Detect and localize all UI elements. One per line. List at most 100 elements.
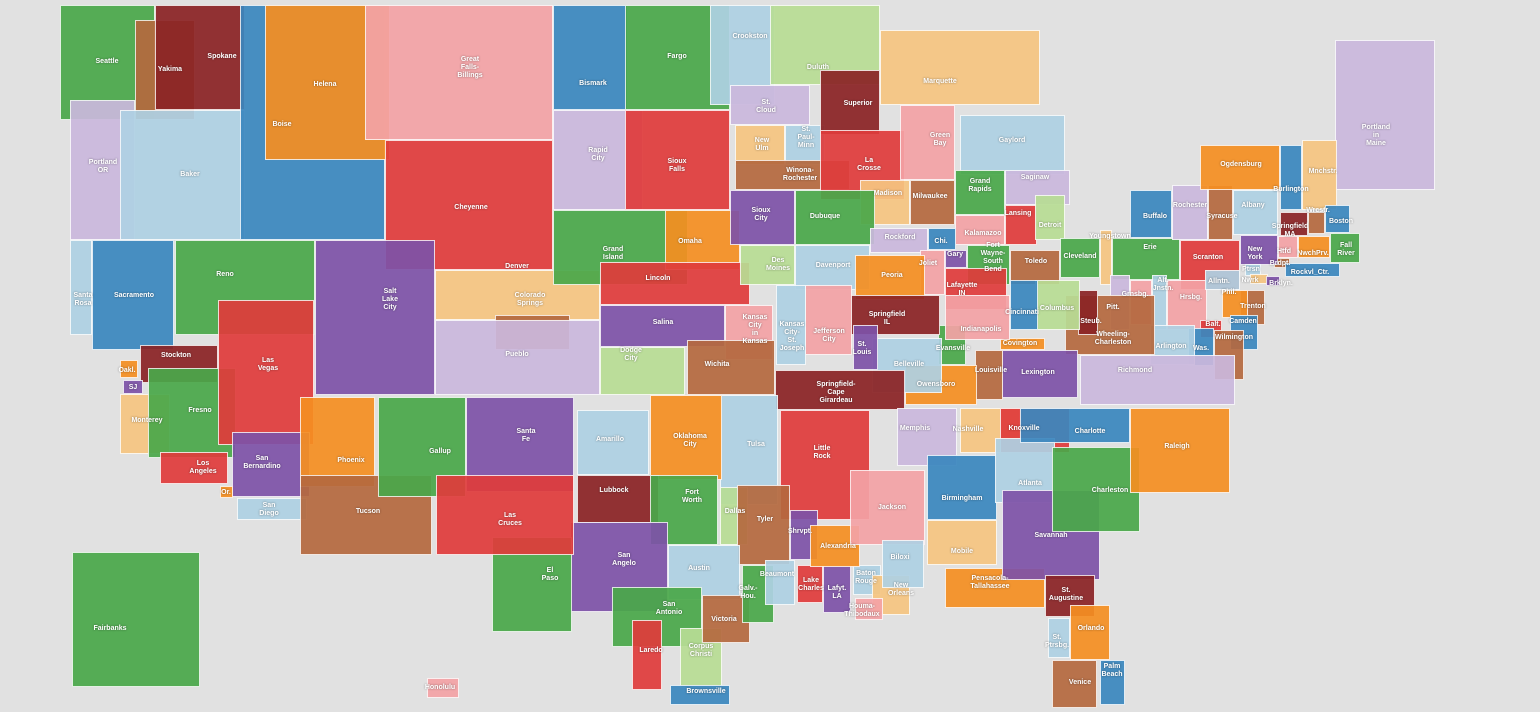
market-region — [72, 552, 200, 687]
market-region — [625, 110, 730, 210]
market-region — [882, 540, 924, 588]
market-region — [880, 30, 1040, 105]
market-region — [1035, 195, 1065, 240]
market-region — [945, 295, 1010, 340]
market-region — [870, 228, 928, 253]
market-region — [927, 520, 997, 565]
market-region — [855, 255, 925, 300]
market-region — [1060, 238, 1100, 278]
market-region — [975, 350, 1003, 400]
market-region — [632, 620, 662, 690]
market-region — [600, 262, 750, 305]
market-region — [553, 5, 628, 110]
market-region — [218, 300, 314, 445]
market-region — [740, 245, 795, 285]
market-region — [1330, 233, 1360, 263]
market-region — [1285, 263, 1340, 277]
market-region — [1278, 236, 1298, 258]
market-region — [670, 685, 730, 705]
market-region — [955, 215, 1005, 245]
market-region — [70, 240, 92, 335]
market-region — [765, 560, 795, 605]
market-region — [1052, 447, 1140, 532]
market-region — [1208, 185, 1233, 240]
market-region — [1080, 355, 1235, 405]
market-region — [735, 125, 785, 165]
market-region — [1298, 236, 1330, 258]
market-region — [945, 250, 967, 268]
market-region — [850, 470, 925, 545]
market-region — [232, 432, 310, 497]
market-region — [123, 380, 143, 394]
market-region — [1100, 660, 1125, 705]
market-region — [1172, 185, 1208, 240]
market-region — [1240, 235, 1278, 265]
market-region — [1130, 190, 1172, 238]
market-region — [315, 240, 435, 395]
market-region — [730, 190, 795, 245]
market-region — [237, 498, 307, 520]
market-region — [1035, 280, 1080, 330]
market-region — [797, 565, 823, 603]
market-region — [1002, 350, 1078, 398]
market-region — [775, 370, 905, 410]
market-region — [1205, 270, 1240, 290]
market-region — [737, 485, 790, 565]
market-region — [1325, 205, 1350, 233]
market-region — [960, 115, 1065, 175]
market-region — [435, 320, 600, 395]
market-region — [927, 455, 997, 520]
market-region — [1335, 40, 1435, 190]
market-region — [1112, 238, 1180, 280]
market-region — [897, 408, 957, 466]
market-region — [928, 228, 956, 250]
market-region — [1000, 338, 1045, 350]
market-region — [1005, 205, 1037, 245]
market-region — [160, 452, 228, 484]
market-region — [1100, 230, 1112, 285]
market-region — [1010, 280, 1038, 330]
market-region — [300, 397, 375, 487]
market-region — [855, 598, 883, 620]
market-region — [687, 340, 775, 395]
market-region — [120, 360, 138, 378]
market-region — [665, 210, 740, 270]
market-region — [1130, 408, 1230, 493]
market-region — [92, 240, 174, 350]
market-region — [427, 678, 459, 698]
market-region — [795, 190, 875, 245]
market-region — [120, 110, 245, 240]
market-region — [1233, 190, 1278, 235]
market-region — [1266, 276, 1280, 286]
market-region — [776, 285, 806, 365]
market-region — [1280, 145, 1302, 210]
market-region — [155, 5, 245, 110]
market-region — [785, 125, 825, 165]
market-region — [1070, 605, 1110, 660]
market-region — [220, 486, 233, 498]
market-region — [365, 5, 553, 140]
market-region — [577, 410, 649, 475]
market-region — [1048, 618, 1070, 658]
market-region — [853, 325, 878, 370]
market-region — [1302, 140, 1337, 210]
market-region — [955, 170, 1005, 215]
market-region — [730, 85, 810, 125]
market-region — [900, 105, 955, 180]
market-region — [1052, 660, 1097, 708]
market-region — [823, 565, 851, 613]
market-region — [577, 475, 659, 523]
market-region — [650, 395, 722, 480]
market-region — [600, 347, 685, 395]
market-region — [1222, 290, 1248, 318]
market-region — [1020, 408, 1130, 443]
market-region — [805, 285, 852, 355]
market-region — [1280, 212, 1308, 236]
market-region — [1200, 145, 1280, 190]
market-region — [1078, 290, 1098, 335]
market-region — [910, 180, 955, 225]
market-region — [436, 475, 574, 555]
market-region — [820, 70, 880, 135]
market-region — [1308, 212, 1325, 234]
